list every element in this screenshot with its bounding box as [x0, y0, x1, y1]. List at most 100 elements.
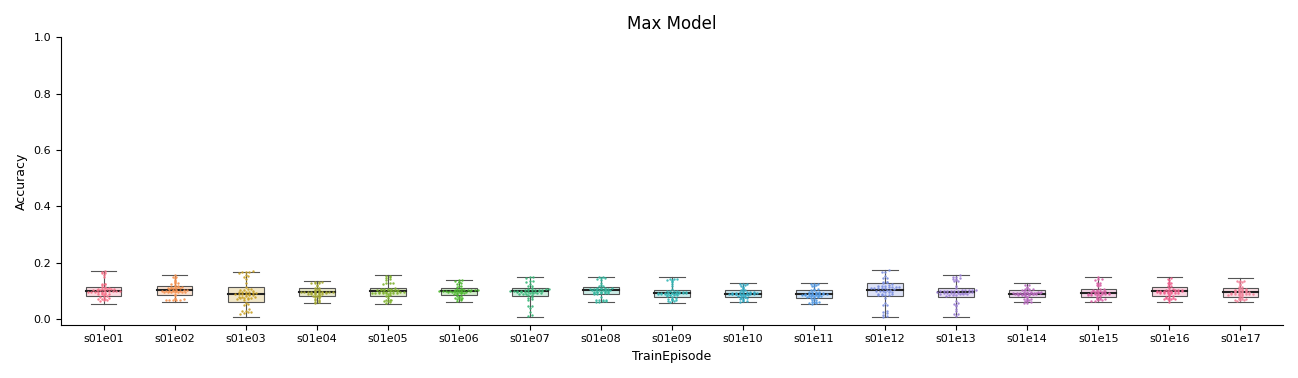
- Point: [966, 287, 986, 293]
- Point: [1159, 297, 1180, 303]
- Point: [731, 294, 752, 300]
- Point: [232, 308, 253, 314]
- Point: [514, 289, 535, 295]
- Point: [95, 284, 116, 290]
- Point: [375, 280, 396, 286]
- Point: [1242, 291, 1263, 297]
- Point: [591, 289, 611, 295]
- Point: [876, 274, 897, 280]
- Point: [445, 296, 466, 302]
- Point: [375, 297, 396, 303]
- Point: [732, 281, 753, 287]
- Point: [1158, 296, 1179, 302]
- Point: [469, 287, 489, 293]
- Point: [522, 312, 543, 318]
- Point: [803, 294, 824, 300]
- Point: [454, 290, 475, 296]
- Point: [375, 293, 396, 299]
- Point: [597, 286, 618, 292]
- Point: [1002, 290, 1023, 296]
- Point: [662, 278, 683, 284]
- Point: [1224, 291, 1245, 297]
- Point: [946, 277, 967, 283]
- Point: [803, 281, 824, 287]
- Point: [375, 290, 396, 296]
- Point: [667, 276, 688, 282]
- Point: [308, 290, 328, 296]
- Point: [659, 299, 680, 305]
- Point: [378, 286, 398, 292]
- Point: [948, 278, 968, 284]
- Point: [95, 281, 116, 287]
- Point: [944, 278, 964, 284]
- Point: [933, 290, 954, 296]
- Point: [946, 292, 967, 298]
- Point: [1090, 293, 1111, 299]
- Point: [1163, 294, 1184, 301]
- Point: [802, 301, 823, 307]
- Bar: [1223, 288, 1258, 297]
- Point: [1009, 291, 1029, 297]
- Point: [171, 284, 192, 290]
- Point: [1093, 288, 1114, 294]
- Point: [662, 297, 683, 303]
- Point: [305, 300, 326, 306]
- Point: [1086, 288, 1107, 294]
- Point: [452, 289, 472, 295]
- Point: [436, 288, 457, 294]
- Point: [875, 295, 896, 301]
- Point: [597, 289, 618, 295]
- Point: [582, 287, 602, 293]
- Point: [879, 291, 900, 297]
- Point: [518, 286, 539, 292]
- Point: [732, 293, 753, 299]
- Point: [1023, 286, 1044, 292]
- Point: [941, 288, 962, 294]
- Point: [949, 291, 970, 297]
- Point: [746, 290, 767, 296]
- Point: [1090, 288, 1111, 294]
- Point: [522, 285, 543, 291]
- Point: [949, 275, 970, 281]
- Point: [591, 286, 611, 292]
- Point: [450, 296, 471, 302]
- Point: [157, 285, 178, 291]
- Point: [465, 287, 485, 293]
- Point: [1011, 291, 1032, 297]
- Bar: [86, 287, 122, 296]
- Point: [1081, 297, 1102, 304]
- Point: [731, 293, 752, 299]
- Point: [654, 290, 675, 296]
- Point: [601, 285, 622, 291]
- Point: [445, 287, 466, 293]
- Point: [736, 289, 757, 295]
- Point: [802, 292, 823, 298]
- Point: [1084, 297, 1105, 304]
- Point: [929, 291, 950, 297]
- Point: [517, 279, 537, 285]
- Point: [1232, 288, 1253, 294]
- Point: [1081, 290, 1102, 296]
- Point: [239, 291, 260, 297]
- Point: [1016, 300, 1037, 306]
- Point: [591, 280, 611, 286]
- Point: [437, 289, 458, 295]
- Point: [232, 293, 253, 299]
- Point: [802, 283, 823, 289]
- Point: [798, 300, 819, 306]
- Point: [584, 289, 605, 295]
- Point: [1232, 289, 1253, 295]
- Point: [84, 289, 105, 295]
- Point: [93, 274, 114, 280]
- Point: [1088, 276, 1108, 282]
- Point: [305, 288, 326, 294]
- Point: [369, 290, 389, 296]
- Point: [379, 273, 400, 279]
- Point: [83, 287, 104, 293]
- Point: [1158, 280, 1179, 286]
- Point: [1160, 280, 1181, 286]
- Y-axis label: Accuracy: Accuracy: [16, 152, 29, 210]
- Point: [452, 295, 472, 301]
- Point: [740, 290, 761, 296]
- Point: [170, 288, 191, 294]
